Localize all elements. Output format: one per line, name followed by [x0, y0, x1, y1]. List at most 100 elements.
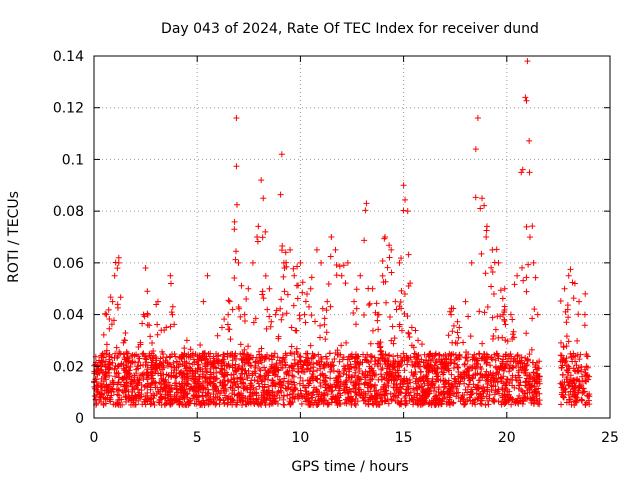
data-point: [335, 351, 342, 358]
data-point: [573, 394, 580, 401]
data-point: [404, 313, 411, 320]
data-point: [495, 259, 502, 266]
data-point: [466, 367, 473, 374]
data-point: [567, 372, 574, 379]
data-point: [152, 361, 159, 368]
data-point: [277, 305, 284, 312]
data-point: [299, 289, 306, 296]
data-point: [514, 272, 521, 279]
data-point: [441, 394, 448, 401]
data-point: [187, 346, 194, 353]
data-point: [361, 237, 368, 244]
data-point: [492, 357, 499, 364]
data-point: [526, 234, 533, 241]
data-point: [307, 342, 314, 349]
data-point: [502, 351, 509, 358]
data-point: [321, 389, 328, 396]
data-point: [334, 379, 341, 386]
data-point: [175, 389, 182, 396]
data-point: [269, 391, 276, 398]
data-point: [231, 218, 238, 225]
data-point: [317, 379, 324, 386]
data-point: [107, 398, 114, 405]
data-point: [181, 378, 188, 385]
data-point: [536, 365, 543, 372]
data-point: [509, 382, 516, 389]
data-point: [408, 324, 415, 331]
data-point: [530, 369, 537, 376]
data-point: [238, 282, 245, 289]
data-point: [204, 272, 211, 279]
data-point: [412, 327, 419, 334]
data-point: [109, 359, 116, 366]
data-point: [579, 385, 586, 392]
data-point: [359, 359, 366, 366]
data-point: [446, 390, 453, 397]
data-point: [573, 362, 580, 369]
data-point: [434, 365, 441, 372]
data-point: [111, 272, 118, 279]
data-point: [290, 265, 297, 272]
data-point: [239, 357, 246, 364]
data-point: [455, 389, 462, 396]
data-point: [187, 385, 194, 392]
data-point: [334, 368, 341, 375]
data-point: [397, 299, 404, 306]
data-point: [400, 207, 407, 214]
data-point: [480, 383, 487, 390]
data-point: [525, 261, 532, 268]
data-point: [264, 369, 271, 376]
data-point: [328, 388, 335, 395]
data-point: [310, 389, 317, 396]
data-point: [224, 401, 231, 408]
data-point: [239, 398, 246, 405]
data-point: [158, 327, 165, 334]
data-point: [489, 268, 496, 275]
data-point: [328, 234, 335, 240]
data-point: [561, 359, 568, 366]
data-point: [284, 291, 291, 298]
data-point: [260, 295, 267, 302]
data-point: [105, 306, 112, 313]
data-point: [122, 330, 129, 337]
data-point: [477, 205, 484, 212]
data-point: [108, 385, 115, 392]
data-point: [362, 354, 369, 361]
data-point: [486, 391, 493, 398]
data-point: [313, 391, 320, 398]
data-point: [422, 389, 429, 396]
data-point: [345, 389, 352, 396]
data-point: [110, 401, 117, 408]
data-point: [265, 368, 272, 375]
data-point: [221, 372, 228, 379]
data-point: [518, 366, 525, 373]
data-point: [401, 290, 408, 297]
data-point: [249, 372, 256, 379]
data-point: [247, 352, 254, 359]
data-point: [298, 400, 305, 407]
data-point: [344, 259, 351, 266]
data-point: [213, 383, 220, 390]
data-point: [519, 401, 526, 408]
data-point: [189, 352, 196, 359]
data-point: [532, 274, 539, 281]
data-point: [289, 390, 296, 397]
data-point: [192, 376, 199, 383]
data-point: [302, 319, 309, 326]
data-point: [240, 380, 247, 387]
data-point: [202, 392, 209, 399]
data-point: [121, 337, 128, 344]
data-point: [288, 378, 295, 385]
data-point: [264, 390, 271, 397]
data-point: [342, 365, 349, 372]
data-point: [565, 314, 572, 321]
data-point: [300, 361, 307, 368]
data-point: [186, 398, 193, 405]
data-point: [370, 384, 377, 391]
data-point: [98, 352, 105, 359]
data-point: [173, 385, 180, 392]
data-point: [109, 298, 116, 305]
data-point: [584, 353, 591, 360]
data-point: [534, 311, 541, 318]
data-point: [262, 355, 269, 362]
